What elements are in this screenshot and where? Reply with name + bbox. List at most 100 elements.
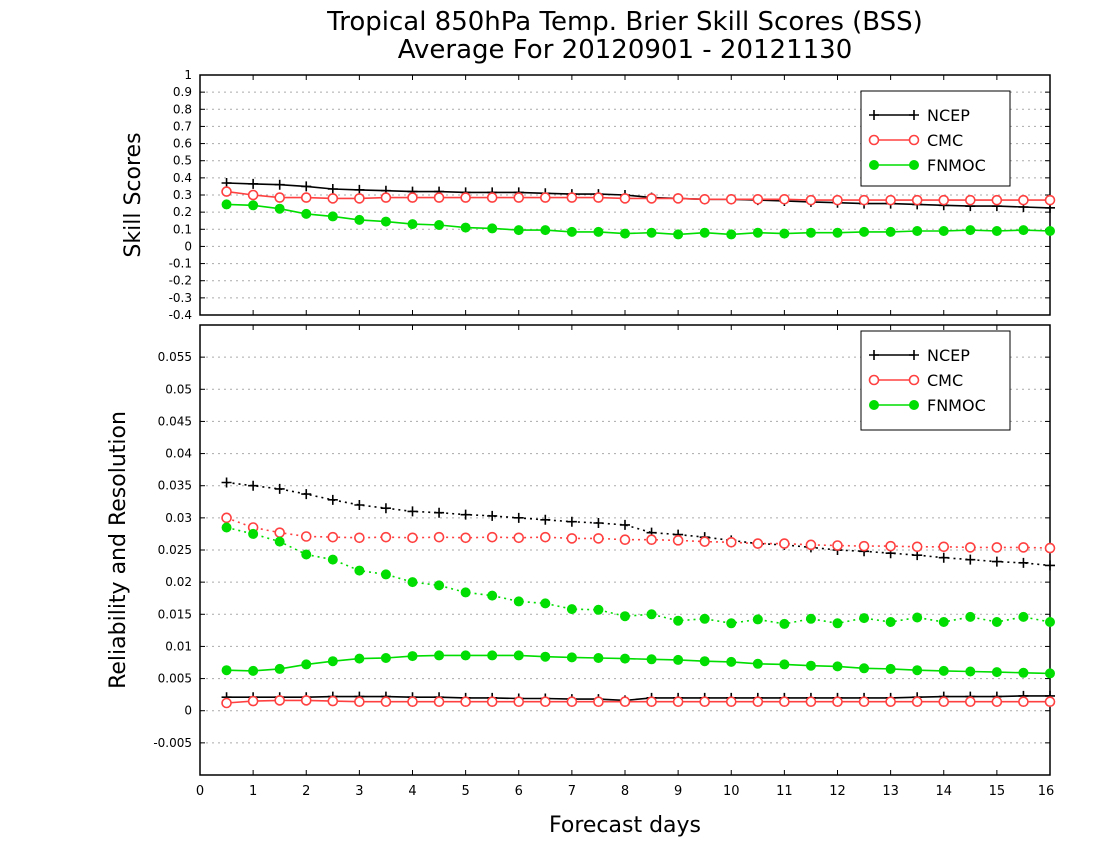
legend-marker bbox=[909, 160, 919, 170]
legend-marker bbox=[909, 350, 919, 360]
y-tick-label: -0.4 bbox=[169, 308, 192, 322]
data-point bbox=[965, 194, 976, 206]
data-point bbox=[752, 696, 764, 708]
data-point bbox=[593, 226, 604, 237]
data-point bbox=[248, 178, 259, 189]
data-point bbox=[885, 540, 896, 552]
data-point bbox=[248, 528, 259, 539]
x-tick-label: 4 bbox=[408, 784, 416, 799]
data-point bbox=[752, 538, 764, 549]
data-point bbox=[487, 510, 498, 521]
data-point bbox=[699, 193, 710, 205]
data-point bbox=[832, 227, 843, 238]
data-point bbox=[885, 226, 896, 237]
data-point bbox=[354, 214, 365, 225]
data-point bbox=[805, 539, 817, 551]
data-point bbox=[540, 225, 551, 236]
series-line bbox=[226, 526, 1051, 625]
data-point bbox=[354, 565, 365, 576]
series-line bbox=[226, 481, 1051, 567]
y-tick-label: 0.01 bbox=[165, 639, 192, 653]
data-point bbox=[380, 569, 391, 580]
data-point bbox=[779, 193, 790, 205]
y-tick-label: -0.3 bbox=[169, 291, 192, 305]
data-point bbox=[1044, 542, 1056, 554]
data-point bbox=[1018, 667, 1029, 678]
data-point bbox=[433, 531, 445, 543]
data-point bbox=[912, 665, 923, 676]
data-point bbox=[911, 696, 923, 708]
data-point bbox=[1018, 611, 1029, 622]
x-tick-label: 10 bbox=[723, 784, 740, 799]
data-point bbox=[991, 194, 1003, 206]
data-point bbox=[752, 614, 763, 625]
data-point bbox=[248, 480, 259, 491]
data-point bbox=[274, 192, 285, 203]
y-tick-label: 0.7 bbox=[173, 119, 192, 133]
data-point bbox=[1044, 194, 1056, 206]
data-point bbox=[221, 665, 232, 676]
data-point bbox=[726, 229, 737, 240]
data-point bbox=[938, 617, 949, 627]
data-point bbox=[460, 587, 471, 598]
data-point bbox=[858, 194, 870, 206]
data-point bbox=[619, 193, 631, 204]
data-point bbox=[513, 696, 525, 708]
x-tick-label: 14 bbox=[935, 784, 952, 799]
legend-marker bbox=[869, 110, 879, 120]
data-point bbox=[354, 696, 365, 708]
data-point bbox=[434, 650, 445, 661]
series-cmc-solid bbox=[221, 186, 1056, 206]
data-point bbox=[247, 695, 259, 707]
data-point bbox=[513, 532, 525, 544]
y-tick-label: 0.1 bbox=[173, 222, 192, 236]
data-point bbox=[912, 226, 923, 236]
data-point bbox=[407, 192, 418, 203]
data-point bbox=[566, 533, 578, 544]
series-line bbox=[226, 203, 1051, 236]
data-point bbox=[460, 532, 471, 544]
y-tick-label: 0 bbox=[184, 704, 192, 718]
data-point bbox=[513, 225, 524, 236]
legend-label: FNMOC bbox=[927, 156, 986, 175]
series-fnmoc-dotted bbox=[221, 522, 1055, 629]
y-axis-label: Reliability and Resolution bbox=[106, 411, 131, 689]
chart-title-line1: Tropical 850hPa Temp. Brier Skill Scores… bbox=[326, 7, 923, 37]
data-point bbox=[300, 192, 312, 203]
data-point bbox=[1045, 668, 1055, 679]
data-point bbox=[593, 518, 604, 528]
data-point bbox=[938, 552, 949, 563]
data-point bbox=[779, 538, 790, 549]
data-point bbox=[965, 666, 976, 677]
data-point bbox=[301, 181, 312, 192]
data-point bbox=[487, 223, 498, 234]
data-point bbox=[460, 509, 471, 520]
data-point bbox=[620, 228, 630, 239]
legend: NCEP CMC FNMOC bbox=[860, 330, 1011, 431]
data-point bbox=[699, 656, 710, 667]
y-tick-label: -0.1 bbox=[169, 257, 192, 271]
x-tick-label: 8 bbox=[621, 784, 629, 799]
data-point bbox=[380, 192, 392, 203]
x-tick-label: 6 bbox=[515, 784, 523, 799]
data-point bbox=[858, 696, 870, 708]
data-point bbox=[991, 556, 1002, 567]
data-point bbox=[965, 225, 976, 236]
data-point bbox=[672, 535, 684, 546]
series-ncep-solid bbox=[221, 690, 1055, 706]
x-tick-label: 9 bbox=[674, 784, 682, 799]
data-point bbox=[407, 506, 418, 517]
y-tick-label: 0.6 bbox=[173, 137, 192, 151]
legend-marker bbox=[909, 110, 919, 120]
data-point bbox=[619, 534, 631, 546]
x-axis-label: Forecast days bbox=[549, 813, 701, 838]
data-point bbox=[911, 541, 923, 553]
data-point bbox=[779, 618, 790, 629]
data-point bbox=[646, 609, 657, 620]
data-point bbox=[221, 512, 232, 524]
data-point bbox=[725, 536, 737, 548]
data-point bbox=[247, 189, 259, 201]
data-point bbox=[646, 227, 657, 238]
data-point bbox=[274, 663, 285, 674]
data-point bbox=[327, 494, 338, 505]
